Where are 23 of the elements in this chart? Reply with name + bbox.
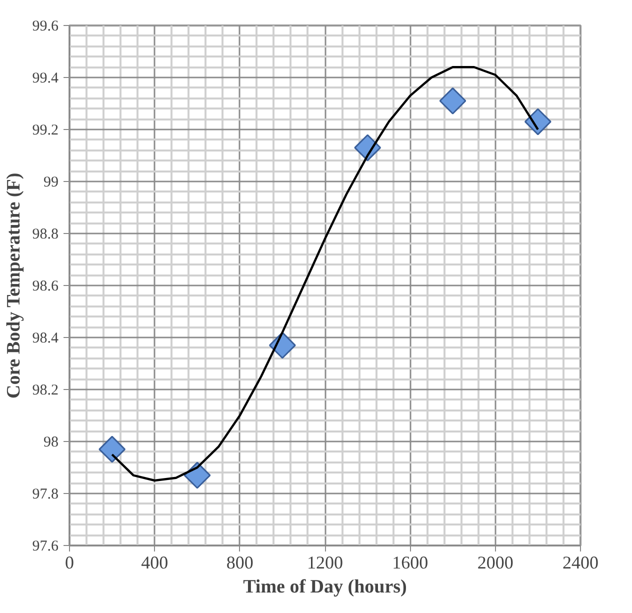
- y-tick-label: 99: [44, 174, 58, 190]
- point: [439, 87, 466, 114]
- y-tick-label: 98.6: [32, 278, 59, 294]
- x-tick-label: 1200: [307, 552, 343, 572]
- x-tick-label: 1600: [392, 552, 428, 572]
- y-tick-label: 98.4: [32, 330, 59, 346]
- y-tick-label: 99.4: [32, 70, 59, 86]
- y-axis-title: Core Body Temperature (F): [3, 172, 24, 399]
- y-tick-label: 97.6: [32, 538, 59, 554]
- x-tick-label: 2000: [477, 552, 514, 572]
- y-tick-label: 97.8: [32, 486, 58, 502]
- x-tick-label: 0: [65, 552, 74, 572]
- point: [184, 462, 211, 489]
- y-tick-label: 99.6: [32, 18, 59, 34]
- x-axis-title: Time of Day (hours): [243, 576, 407, 598]
- y-tick-label: 98.2: [32, 382, 58, 398]
- x-tick-label: 400: [141, 552, 168, 572]
- y-tick-label: 98.8: [32, 226, 58, 242]
- x-tick-label: 800: [226, 552, 254, 572]
- x-tick-label: 2400: [562, 552, 598, 572]
- point: [98, 436, 126, 463]
- y-tick-label: 99.2: [32, 122, 58, 138]
- y-tick-label: 98: [44, 434, 58, 450]
